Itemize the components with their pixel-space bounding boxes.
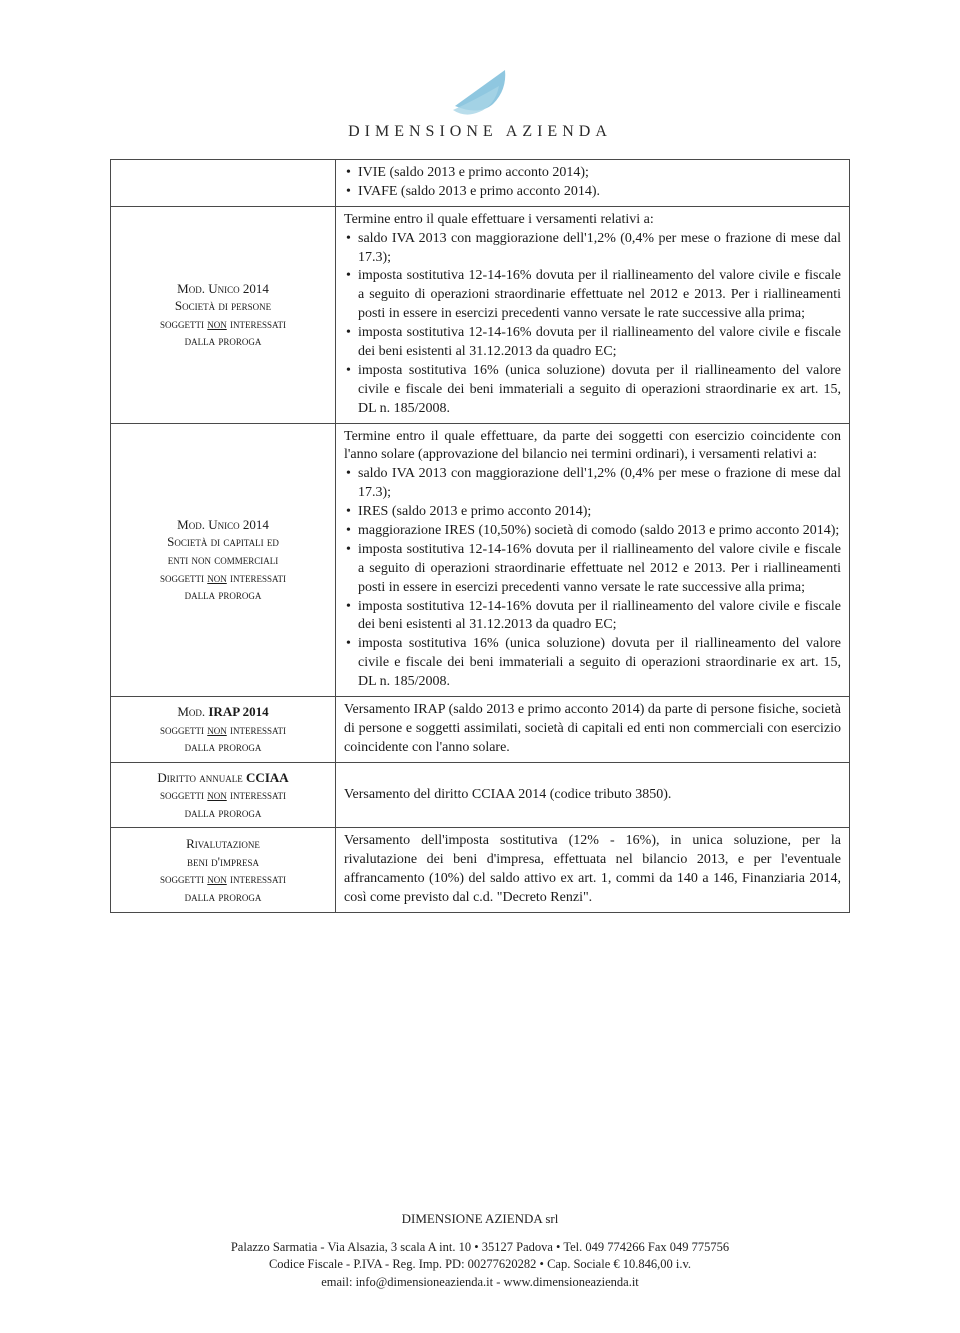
list-item: imposta sostitutiva 16% (unica soluzione… (344, 362, 841, 419)
list-item: imposta sostitutiva 12-14-16% dovuta per… (344, 324, 841, 362)
row-label: Diritto annuale CCIAAsoggetti non intere… (111, 762, 336, 828)
row-content: Versamento del diritto CCIAA 2014 (codic… (336, 762, 850, 828)
list-item: imposta sostitutiva 12-14-16% dovuta per… (344, 541, 841, 598)
list-item: maggiorazione IRES (10,50%) società di c… (344, 522, 841, 541)
footer-line2: Codice Fiscale - P.IVA - Reg. Imp. PD: 0… (0, 1256, 960, 1274)
list-item: IRES (saldo 2013 e primo acconto 2014); (344, 503, 841, 522)
row-label: Mod. Unico 2014Società di capitali edent… (111, 423, 336, 696)
logo-text: DIMENSIONE AZIENDA (0, 123, 960, 141)
list-item: saldo IVA 2013 con maggiorazione dell'1,… (344, 230, 841, 268)
list-item: IVIE (saldo 2013 e primo acconto 2014); (344, 164, 841, 183)
table-row: Mod. Unico 2014Società di personesoggett… (111, 206, 850, 423)
row-label: Mod. Unico 2014Società di personesoggett… (111, 206, 336, 423)
table-row: Mod. IRAP 2014soggetti non interessatida… (111, 697, 850, 763)
logo-area: DIMENSIONE AZIENDA (0, 0, 960, 159)
list-item: imposta sostitutiva 16% (unica soluzione… (344, 635, 841, 692)
table-row: Mod. Unico 2014Società di capitali edent… (111, 423, 850, 696)
row-label: Mod. IRAP 2014soggetti non interessatida… (111, 697, 336, 763)
list-item: imposta sostitutiva 12-14-16% dovuta per… (344, 598, 841, 636)
table-row: Rivalutazionebeni d'impresasoggetti non … (111, 828, 850, 913)
list-item: saldo IVA 2013 con maggiorazione dell'1,… (344, 465, 841, 503)
row-content: Versamento IRAP (saldo 2013 e primo acco… (336, 697, 850, 763)
main-table: IVIE (saldo 2013 e primo acconto 2014);I… (110, 159, 850, 913)
footer-line3: email: info@dimensioneazienda.it - www.d… (0, 1274, 960, 1292)
row-label: Rivalutazionebeni d'impresasoggetti non … (111, 828, 336, 913)
footer-company: DIMENSIONE AZIENDA srl (0, 1210, 960, 1228)
row-content: IVIE (saldo 2013 e primo acconto 2014);I… (336, 160, 850, 207)
row-content: Termine entro il quale effettuare, da pa… (336, 423, 850, 696)
list-item: imposta sostitutiva 12-14-16% dovuta per… (344, 267, 841, 324)
row-label (111, 160, 336, 207)
row-content: Versamento dell'imposta sostitutiva (12%… (336, 828, 850, 913)
footer-line1: Palazzo Sarmatia - Via Alsazia, 3 scala … (0, 1239, 960, 1257)
logo-icon (435, 48, 525, 128)
table-row: IVIE (saldo 2013 e primo acconto 2014);I… (111, 160, 850, 207)
footer: DIMENSIONE AZIENDA srl Palazzo Sarmatia … (0, 1210, 960, 1291)
table-row: Diritto annuale CCIAAsoggetti non intere… (111, 762, 850, 828)
row-content: Termine entro il quale effettuare i vers… (336, 206, 850, 423)
list-item: IVAFE (saldo 2013 e primo acconto 2014). (344, 183, 841, 202)
